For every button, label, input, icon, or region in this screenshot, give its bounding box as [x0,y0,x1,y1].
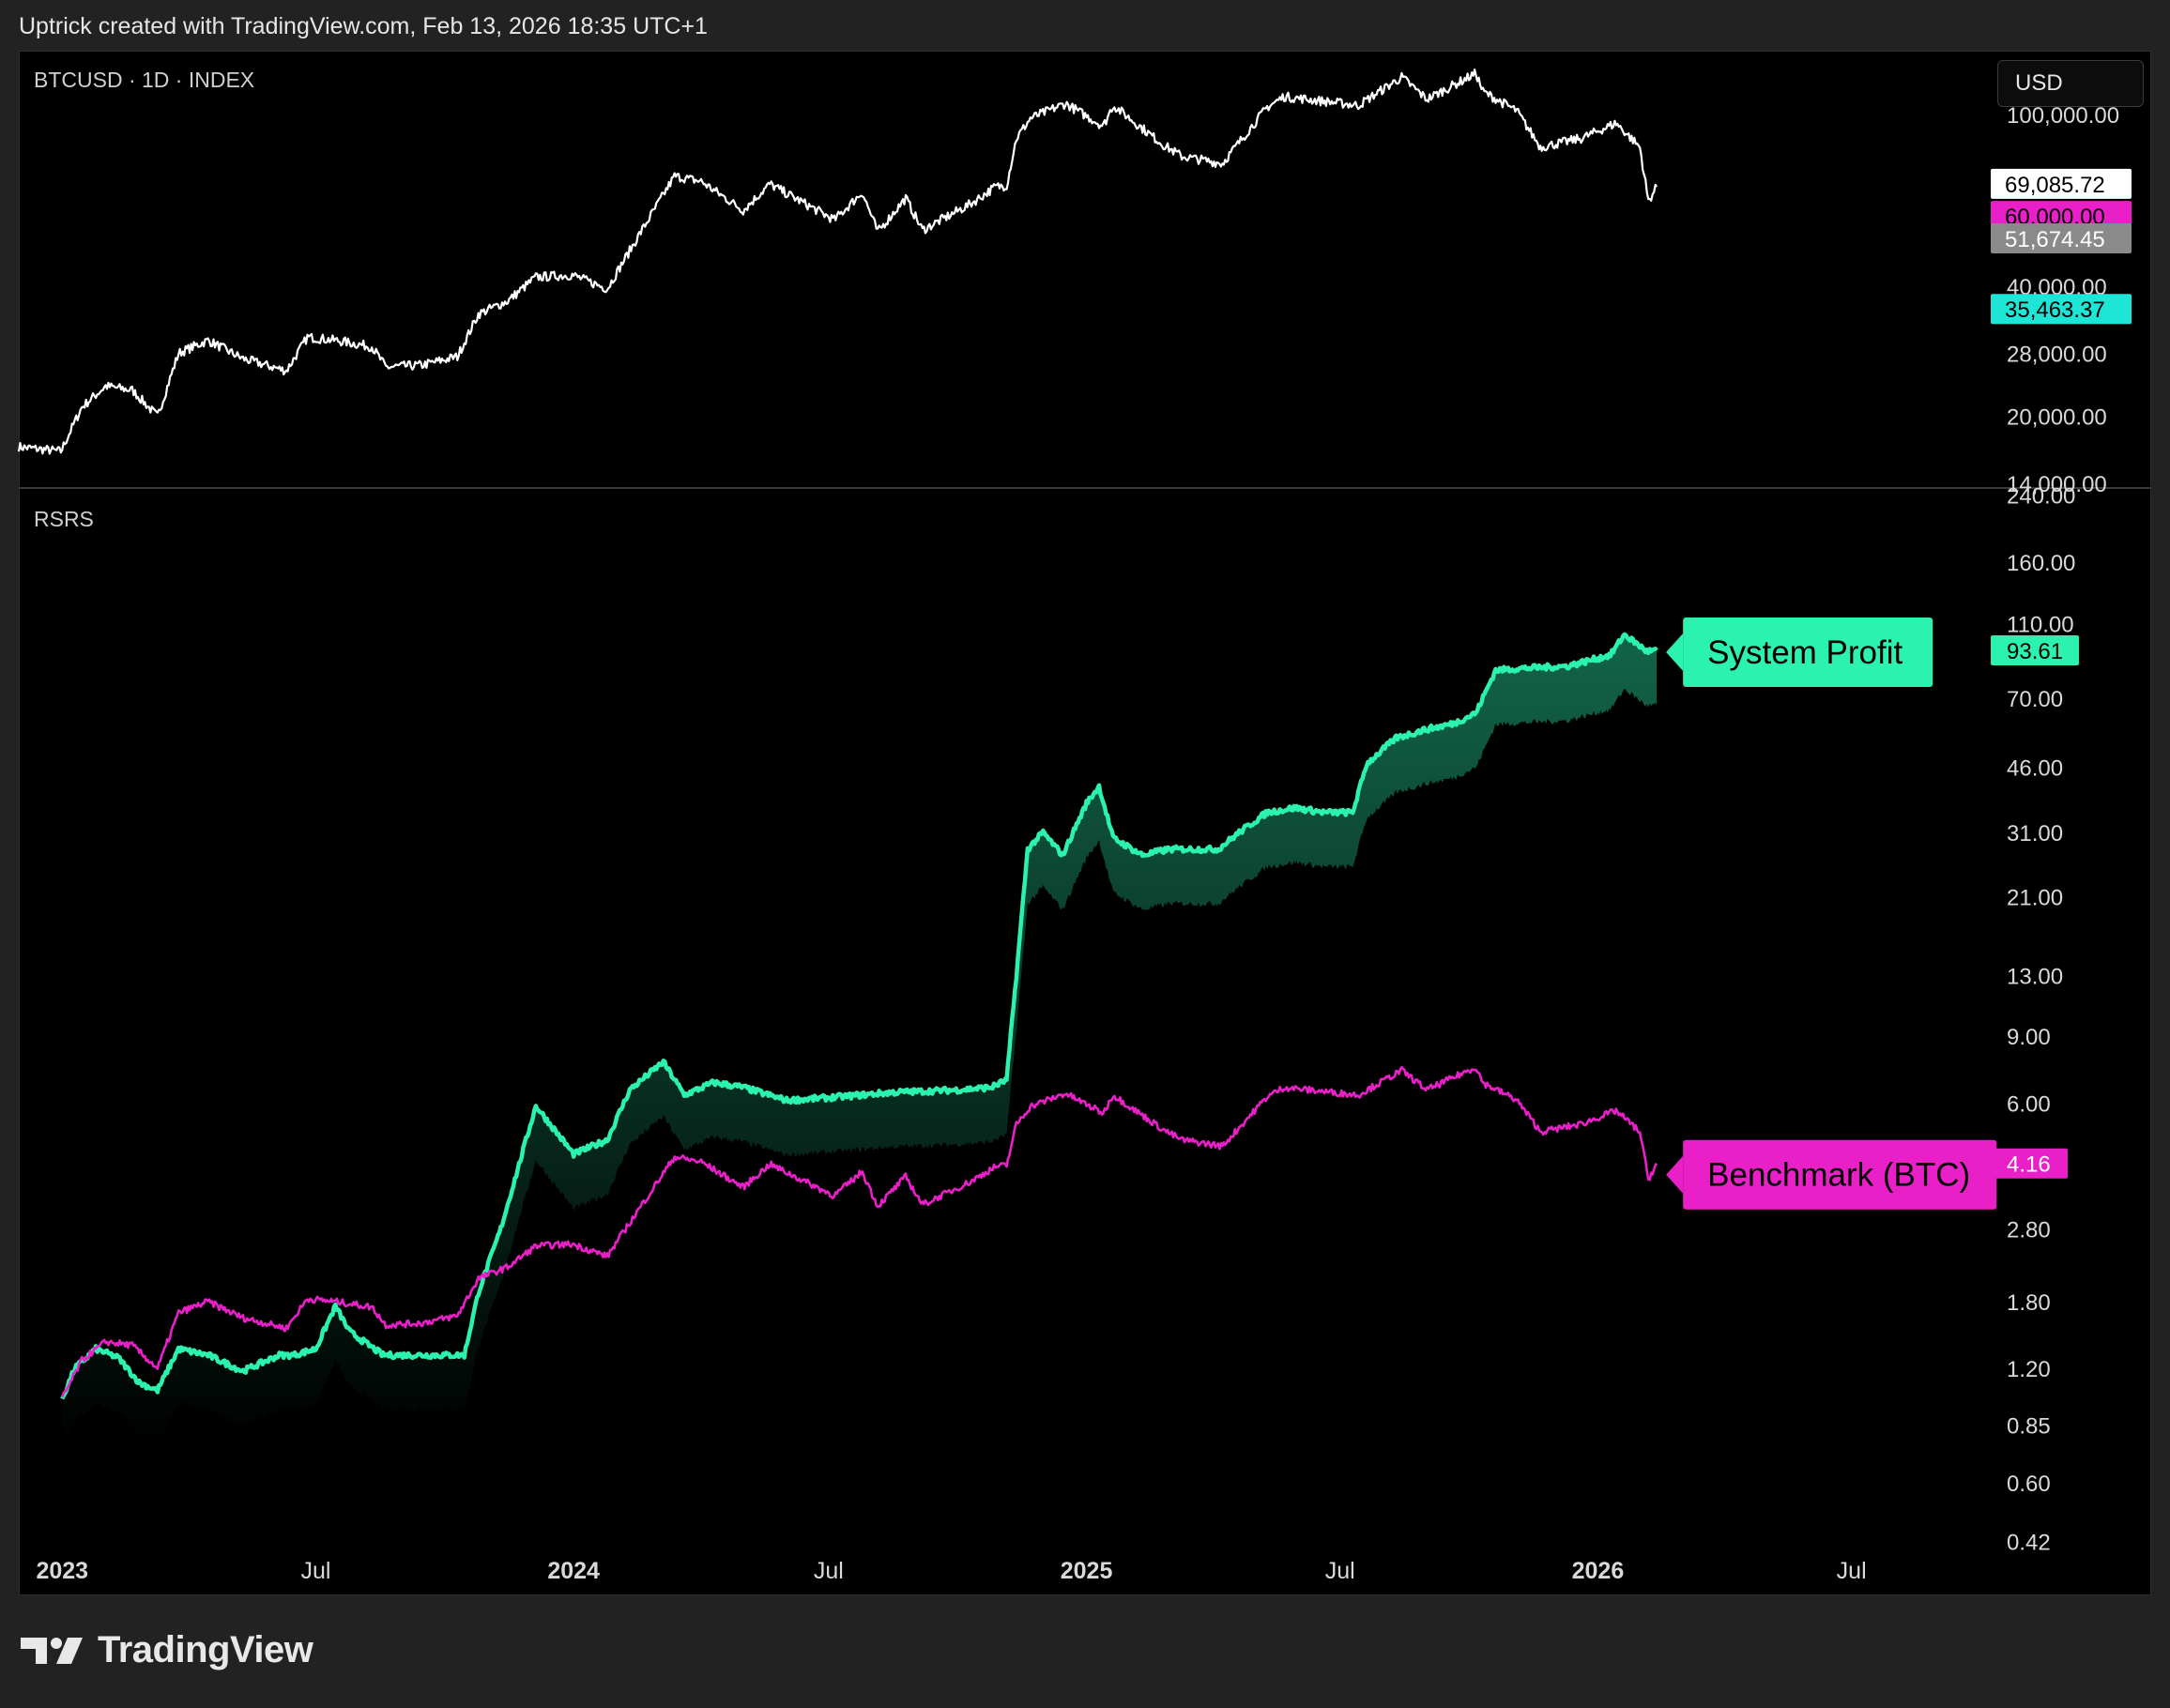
symbol-label[interactable]: BTCUSD · 1D · INDEX [34,68,255,92]
rsrs-axis-tick: 13.00 [2007,965,2063,990]
currency-selector[interactable]: USD [1997,60,2144,107]
system-profit-value-badge: 93.61 [1991,634,2079,665]
indicator-label[interactable]: RSRS [34,507,94,531]
system-profit-callout: System Profit [1666,617,1933,687]
price-axis-tick: 20,000.00 [2007,405,2107,431]
system-profit-value-text: 93.61 [2007,639,2063,664]
pane-divider[interactable] [19,487,2151,489]
tradingview-logo-text: TradingView [98,1629,313,1670]
rsrs-axis-tick: 0.42 [2007,1530,2051,1555]
rsrs-axis-tick: 0.60 [2007,1472,2051,1497]
time-axis-tick: 2024 [547,1558,600,1584]
price-badge-text: 69,085.72 [2005,173,2105,198]
system-profit-line [60,632,1658,1400]
rsrs-axis-tick: 9.00 [2007,1025,2051,1050]
rsrs-axis-tick: 1.80 [2007,1290,2051,1316]
time-axis-tick: 2025 [1061,1558,1113,1584]
time-axis-tick: Jul [814,1558,844,1584]
time-axis-tick: Jul [1325,1558,1355,1584]
rsrs-axis-tick: 110.00 [2007,613,2074,638]
rsrs-axis-tick: 6.00 [2007,1091,2051,1117]
time-axis-tick: Jul [301,1558,331,1584]
price-badge-gray: 51,674.45 [1991,222,2132,253]
rsrs-axis-tick: 240.00 [2007,484,2075,510]
benchmark-value-text: 4.16 [2007,1152,2051,1178]
price-badge-text: 35,463.37 [2005,297,2105,323]
price-badge-text: 51,674.45 [2005,227,2105,252]
tradingview-logo-icon [21,1637,83,1664]
price-axis-tick: 100,000.00 [2007,103,2119,129]
benchmark-callout: Benchmark (BTC) [1666,1139,1997,1210]
benchmark-value-badge: 4.16 [1991,1148,2068,1179]
rsrs-axis-tick: 46.00 [2007,756,2063,782]
rsrs-axis-tick: 31.00 [2007,821,2063,846]
price-series [17,69,1658,455]
benchmark-line [61,1065,1658,1398]
system-profit-callout-text: System Profit [1707,634,1903,671]
time-axis-tick: Jul [1837,1558,1867,1584]
tradingview-logo[interactable]: TradingView [21,1629,313,1671]
rsrs-axis-tick: 70.00 [2007,687,2063,712]
price-badge-white: 69,085.72 [1991,168,2132,199]
rsrs-axis-tick: 160.00 [2007,551,2075,576]
rsrs-axis-tick: 0.85 [2007,1414,2051,1440]
system-profit-glow [62,634,1658,1454]
price-line [17,69,1658,455]
benchmark-callout-text: Benchmark (BTC) [1707,1157,1970,1194]
time-axis-tick: 2023 [36,1558,88,1584]
rsrs-axis-tick: 2.80 [2007,1217,2051,1243]
price-axis-tick: 14,000.00 [2007,472,2107,497]
system-profit-series [60,632,1658,1454]
rsrs-axis-tick: 1.20 [2007,1357,2051,1382]
price-badge-cyan: 35,463.37 [1991,294,2132,325]
time-axis-tick: 2026 [1572,1558,1625,1584]
price-axis-tick: 28,000.00 [2007,342,2107,367]
rsrs-axis-tick: 21.00 [2007,885,2063,910]
chart-caption: Uptrick created with TradingView.com, Fe… [19,13,708,39]
